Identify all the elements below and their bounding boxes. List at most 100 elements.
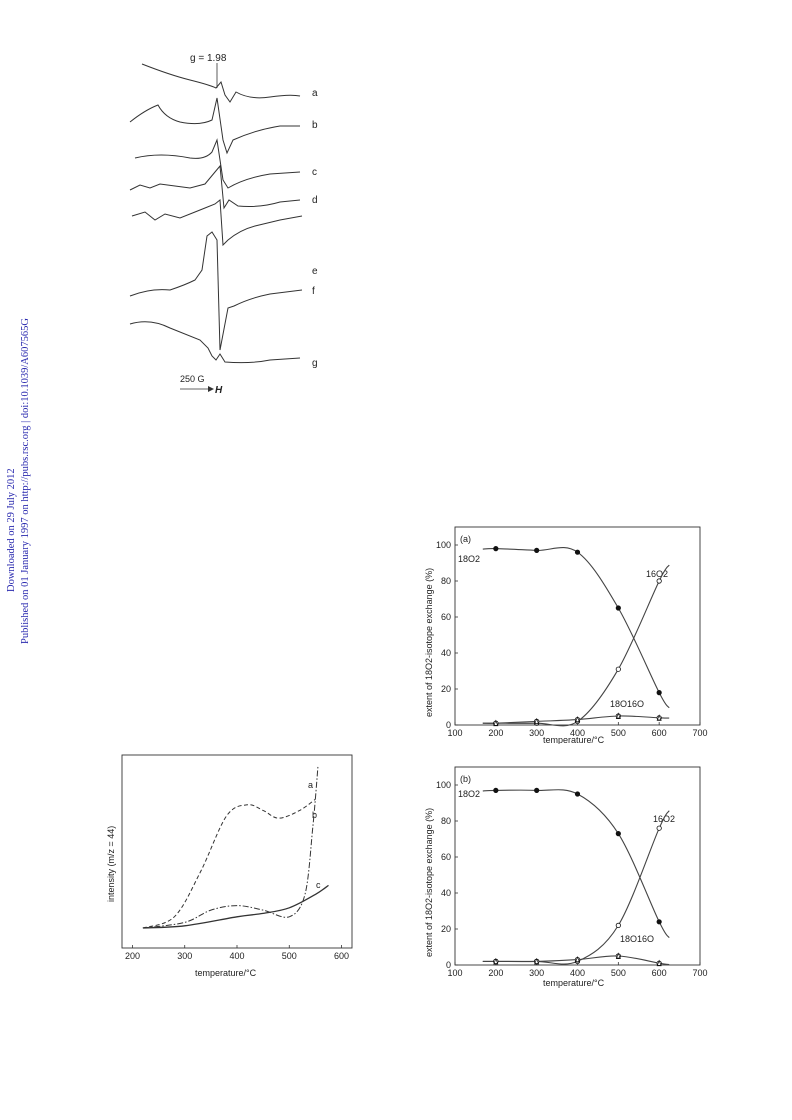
epr-spectra-figure: g = 1.98 a b c d e f g 250 G H xyxy=(129,53,318,396)
g-value-label: g = 1.98 xyxy=(190,53,227,64)
epr-label-b: b xyxy=(312,120,318,131)
x-tick-label: 500 xyxy=(611,968,626,978)
x-tick-label: 300 xyxy=(529,968,544,978)
tpd-series-line-c xyxy=(142,884,329,929)
epr-trace-f xyxy=(129,231,303,351)
label-18o16o-b: 18O16O xyxy=(620,934,654,944)
data-point-marker-18O16O xyxy=(493,719,499,727)
data-point-18O2 xyxy=(656,690,662,696)
data-point-marker-18O16O xyxy=(615,712,621,719)
y-tick-label: 0 xyxy=(446,960,451,970)
panel-label-b: (b) xyxy=(460,774,471,784)
xlabel-b: temperature/°C xyxy=(543,978,605,988)
epr-trace-b xyxy=(129,97,300,155)
x-tick-label: 200 xyxy=(488,728,503,738)
x-tick-label: 600 xyxy=(652,728,667,738)
label-18o16o-a: 18O16O xyxy=(610,699,644,709)
x-tick-label: 100 xyxy=(447,968,462,978)
data-point-18O2 xyxy=(534,787,540,793)
x-tick-label: 600 xyxy=(334,951,349,961)
data-point-marker-18O16O xyxy=(656,959,662,967)
y-tick-label: 0 xyxy=(446,720,451,730)
data-point-18O2 xyxy=(574,549,581,555)
label-18o2-b: 18O2 xyxy=(458,789,480,799)
x-tick-label: 200 xyxy=(125,951,140,961)
tpd-ylabel: intensity (m/z = 44) xyxy=(106,826,116,902)
y-tick-label: 20 xyxy=(441,924,451,934)
data-point-18O2 xyxy=(615,831,621,837)
y-tick-label: 20 xyxy=(441,684,451,694)
data-point-18O2 xyxy=(493,545,499,552)
x-tick-label: 300 xyxy=(177,951,192,961)
panel-label-a: (a) xyxy=(460,534,471,544)
label-16o2-a: 16O2 xyxy=(646,569,668,579)
y-tick-label: 40 xyxy=(441,888,451,898)
data-point-marker-18O16O xyxy=(534,957,540,965)
epr-label-d: d xyxy=(312,195,318,206)
downloaded-text: Downloaded on 29 July 2012 xyxy=(6,468,17,592)
x-tick-label: 400 xyxy=(229,951,244,961)
epr-label-e: e xyxy=(312,266,318,277)
tpd-series-line-b xyxy=(142,798,316,929)
epr-trace-d xyxy=(129,164,301,210)
data-point-18O2 xyxy=(534,547,540,553)
download-sidebar: Downloaded on 29 July 2012 Published on … xyxy=(6,310,36,650)
series-line-18O2 xyxy=(482,789,670,939)
isotope-chart-a: (a) 18O2 16O2 18O16O extent of 18O2-isot… xyxy=(424,526,708,744)
data-point-18O2 xyxy=(656,919,662,925)
x-tick-label: 400 xyxy=(570,728,585,738)
tpd-curve-label-b: b xyxy=(312,810,317,820)
epr-trace-c xyxy=(134,138,301,189)
published-doi-link[interactable]: Published on 01 January 1997 on http://p… xyxy=(20,318,31,644)
y-tick-label: 40 xyxy=(441,648,451,658)
data-point-18O2 xyxy=(493,787,499,793)
data-point-marker-18O16O xyxy=(493,957,499,965)
epr-trace-e xyxy=(131,199,303,247)
epr-trace-a xyxy=(141,63,301,103)
data-point-marker-18O16O xyxy=(656,714,662,721)
label-18o2-a: 18O2 xyxy=(458,554,480,564)
tpd-xlabel: temperature/°C xyxy=(195,968,257,978)
tpd-chart: intensity (m/z = 44) temperature/°C a b … xyxy=(106,754,353,978)
data-point-marker-18O16O xyxy=(534,717,540,725)
x-tick-label: 400 xyxy=(570,968,585,978)
x-tick-label: 700 xyxy=(692,968,707,978)
x-tick-label: 500 xyxy=(611,728,626,738)
ylabel-a: extent of 18O2-isotope exchange (%) xyxy=(424,568,434,717)
y-tick-label: 60 xyxy=(441,852,451,862)
epr-label-f: f xyxy=(312,286,315,297)
x-tick-label: 300 xyxy=(529,728,544,738)
data-point-16O2 xyxy=(615,922,621,928)
data-point-marker-18O16O xyxy=(574,956,581,963)
x-tick-label: 200 xyxy=(488,968,503,978)
x-tick-label: 100 xyxy=(447,728,462,738)
scale-label: 250 G xyxy=(180,374,205,384)
data-point-marker-18O16O xyxy=(615,952,621,959)
series-line-18O2 xyxy=(482,547,670,709)
y-tick-label: 100 xyxy=(436,540,451,550)
data-point-18O2 xyxy=(615,605,621,611)
field-label: H xyxy=(215,385,223,396)
data-point-16O2 xyxy=(656,578,662,584)
ylabel-b: extent of 18O2-isotope exchange (%) xyxy=(424,808,434,957)
data-point-16O2 xyxy=(656,825,662,831)
y-tick-label: 100 xyxy=(436,780,451,790)
epr-trace-g xyxy=(129,321,301,364)
y-tick-label: 80 xyxy=(441,576,451,586)
isotope-chart-b: (b) 18O2 16O2 18O16O extent of 18O2-isot… xyxy=(424,766,708,988)
data-point-18O2 xyxy=(574,791,581,797)
data-point-marker-18O16O xyxy=(574,716,581,723)
x-tick-label: 700 xyxy=(692,728,707,738)
x-tick-label: 500 xyxy=(282,951,297,961)
tpd-series-line-a xyxy=(142,765,319,929)
tpd-curve-label-a: a xyxy=(308,780,313,790)
tpd-curve-label-c: c xyxy=(316,880,321,890)
data-point-16O2 xyxy=(615,666,621,672)
y-tick-label: 80 xyxy=(441,816,451,826)
epr-label-a: a xyxy=(312,88,318,99)
x-tick-label: 600 xyxy=(652,968,667,978)
epr-label-g: g xyxy=(312,358,318,369)
y-tick-label: 60 xyxy=(441,612,451,622)
xlabel-a: temperature/°C xyxy=(543,735,605,744)
epr-label-c: c xyxy=(312,167,317,178)
